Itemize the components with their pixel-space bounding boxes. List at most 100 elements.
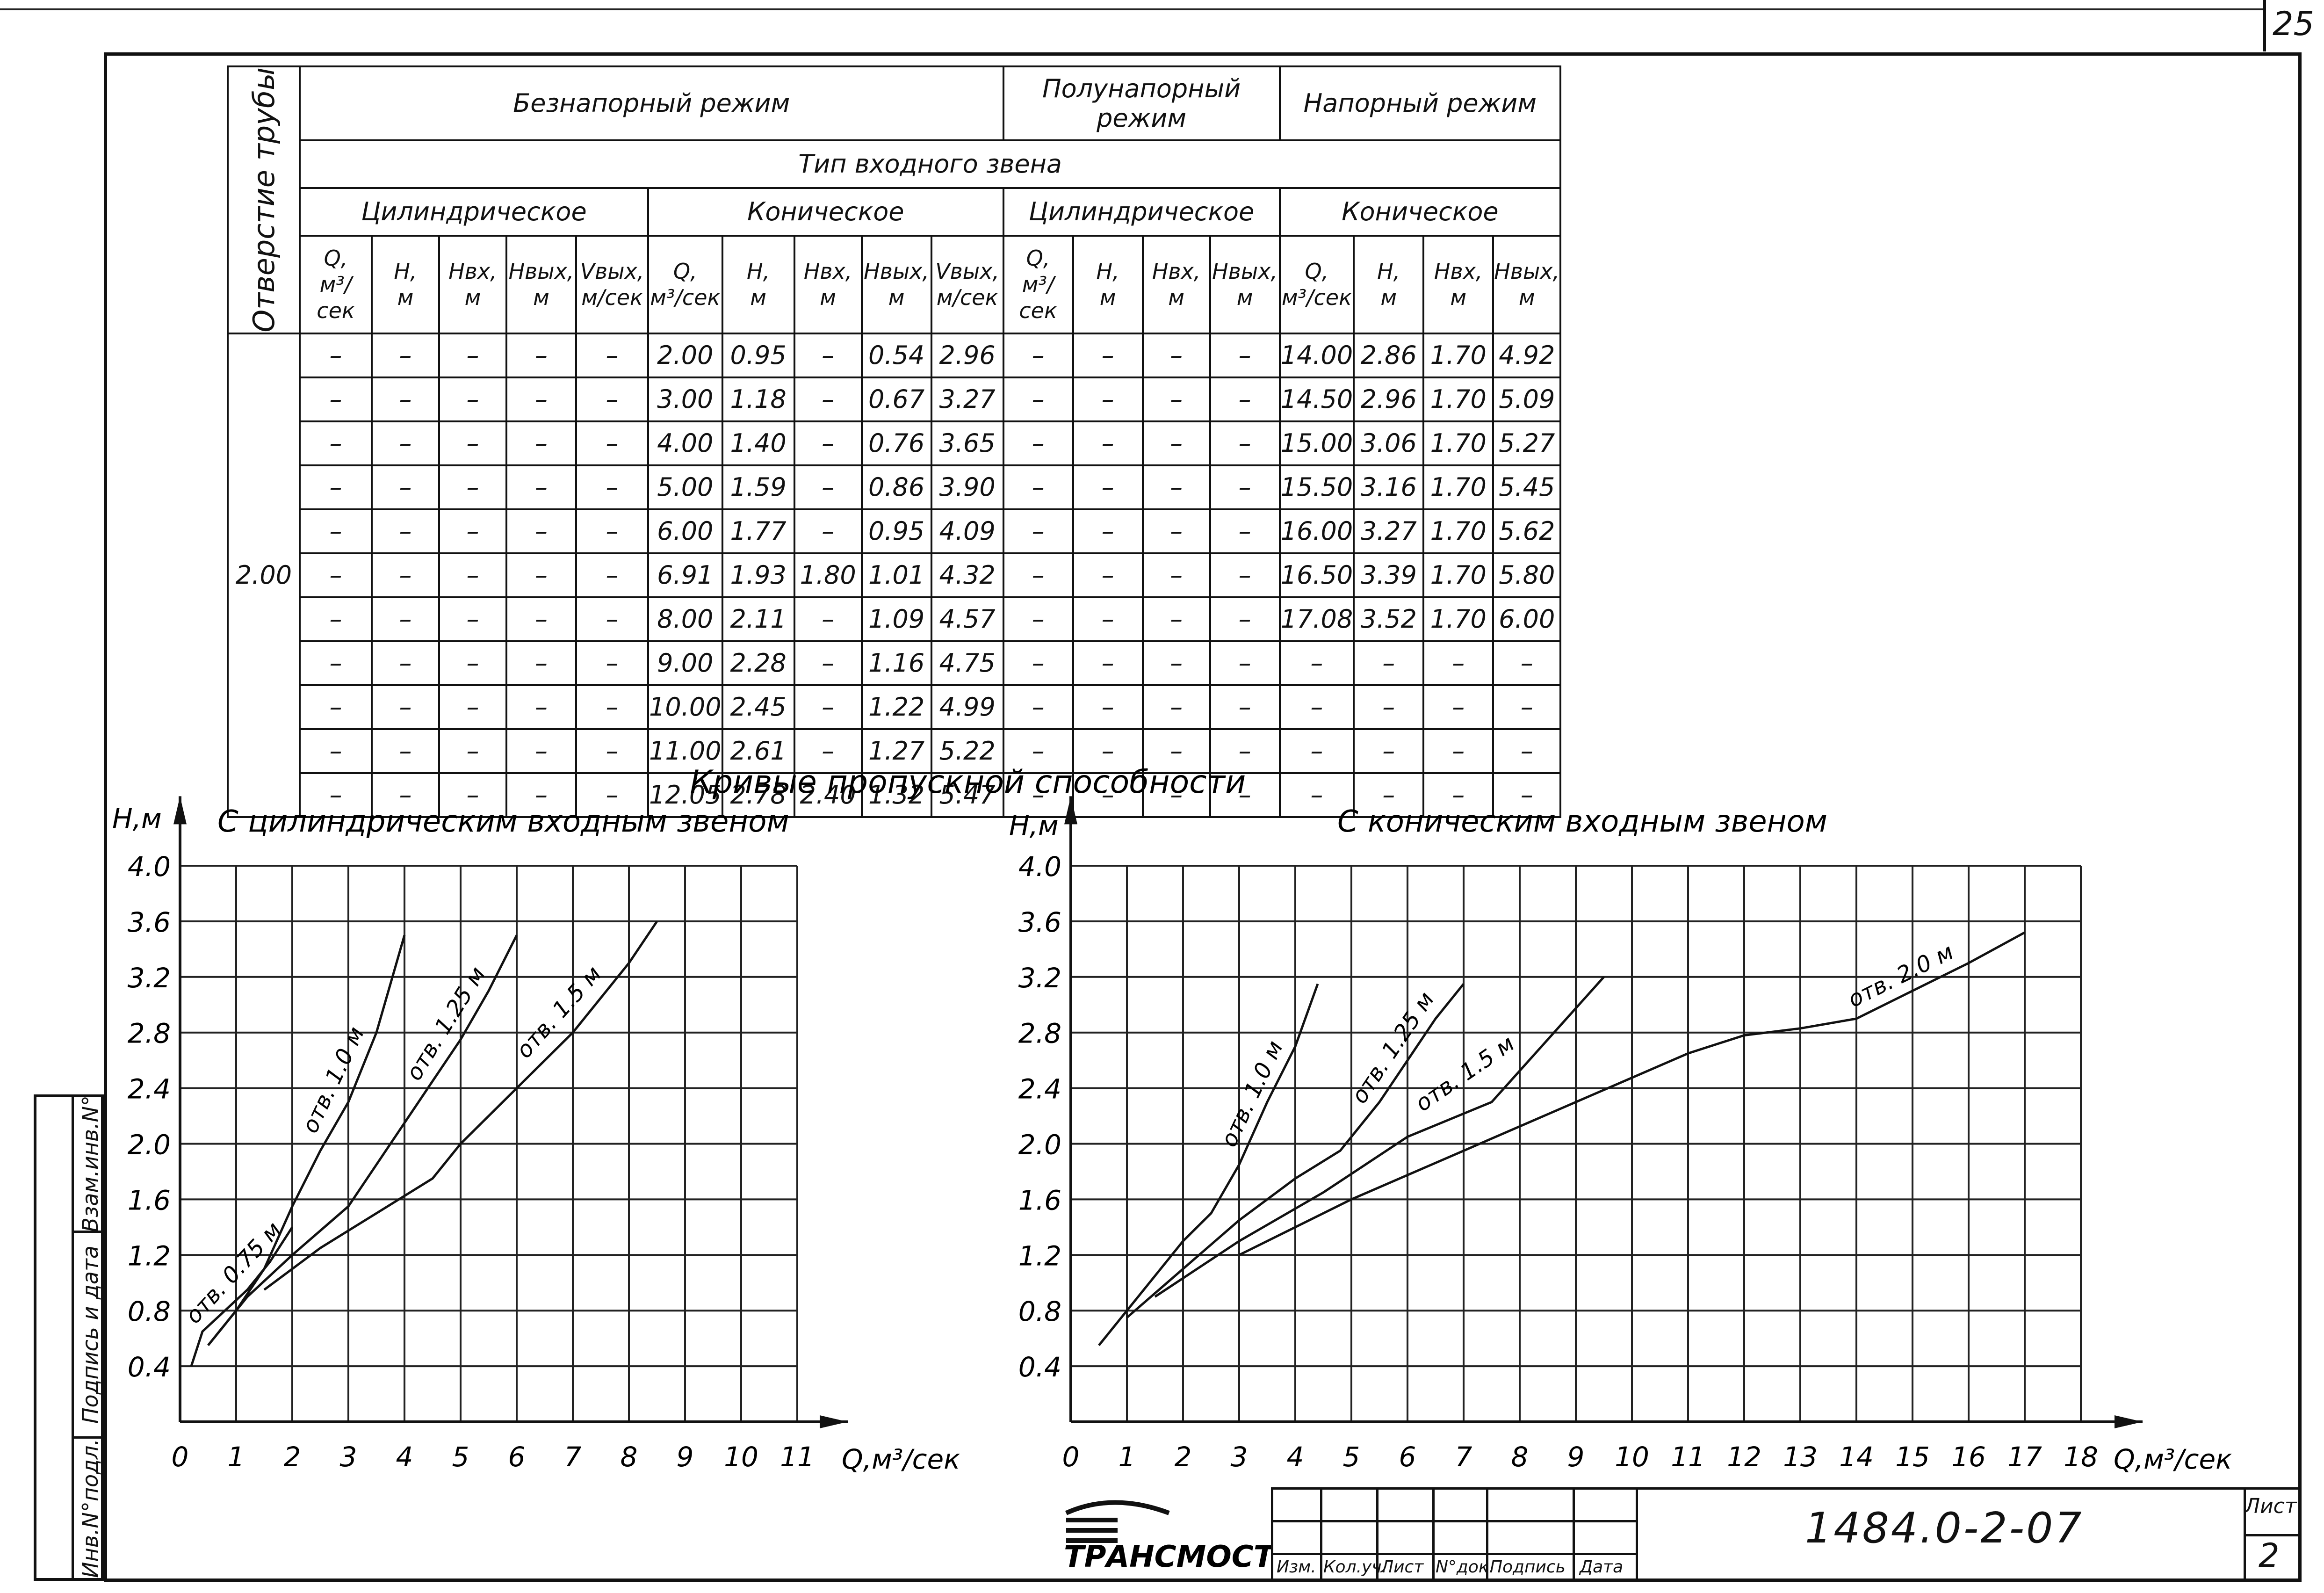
table-cell: –: [1209, 772, 1281, 818]
series-line: [213, 934, 518, 1340]
table-cell: –: [1422, 728, 1494, 774]
column-name: Hвых,: [1212, 259, 1278, 284]
table-cell: –: [505, 552, 577, 598]
x-tick-label: 3: [1231, 1441, 1248, 1473]
table-row: – – – – –12.05 2.78 2.40 1.32 5.47– – – – – – – –: [228, 772, 1562, 818]
y-tick-label: 0.8: [1018, 1296, 1061, 1327]
y-tick-label: 2.0: [1018, 1129, 1061, 1161]
table-cell: 1.70: [1422, 596, 1494, 642]
page-number: 25: [2273, 5, 2315, 43]
table-cell: –: [438, 464, 507, 510]
x-tick-label: 2: [1175, 1441, 1192, 1473]
table-cell: –: [1422, 640, 1494, 686]
x-axis-label: Q,м³/сек: [842, 1443, 960, 1475]
column-name: Hвх,: [803, 259, 852, 284]
table-cell: –: [1278, 684, 1355, 730]
table-cell: –: [1002, 332, 1074, 378]
table-cell: 1.22: [860, 684, 932, 730]
x-tick-label: 8: [621, 1441, 638, 1473]
table-row: – – – – –10.00 2.45–1.22 4.99– – – – – – – –: [228, 684, 1562, 730]
inlet-type-cell: Коническое: [1278, 187, 1562, 237]
side-stamp-cell-signature: Подпись и дата: [72, 1233, 107, 1439]
table-cell: 1.18: [721, 376, 795, 422]
chart-cylindrical: 0 1 2 3 4 5 6 7 8 9 10 11 4.0 3.6 3.2 2.8 2.4 2.0 1.6 1.2 0.…: [112, 796, 960, 1475]
table-cell: –: [438, 772, 507, 818]
table-cell: 1.70: [1422, 420, 1494, 466]
series-line: [1126, 983, 1465, 1318]
chart-title: С цилиндрическим входным звеном: [217, 804, 789, 839]
column-unit: м: [1450, 285, 1467, 311]
table-cell: –: [793, 464, 863, 510]
x-axis-arrow: [820, 1415, 848, 1428]
column-header-cell: Vвых, м/сек: [575, 234, 649, 334]
column-unit: м: [888, 285, 905, 311]
table-cell: 2.61: [721, 728, 795, 774]
title-block-divider: [1271, 1553, 1636, 1555]
column-name: Hвх,: [1152, 259, 1201, 284]
x-tick-label: 10: [1615, 1441, 1649, 1473]
table-cell: 10.00: [647, 684, 723, 730]
table-cell: 0.76: [860, 420, 932, 466]
column-unit: м³/сек: [317, 272, 355, 324]
table-cell: 1.01: [860, 552, 932, 598]
y-axis-arrow: [173, 796, 187, 825]
chart-conical: 0 1 2 3 4 5 6 7 8 9 10 11 12 13 14 15 16 17 184.03.63.22.8…: [1009, 796, 2232, 1475]
x-tick-label: 8: [1511, 1441, 1529, 1473]
table-cell: 4.57: [930, 596, 1004, 642]
table-cell: –: [505, 464, 577, 510]
table-cell: –: [371, 420, 440, 466]
title-block-label: Кол.уч.: [1323, 1557, 1387, 1577]
y-tick-label: 4.0: [1018, 851, 1061, 883]
table-header-row: Тип входного звена: [228, 139, 1562, 189]
series-line: [263, 920, 658, 1291]
table-cell: –: [438, 684, 507, 730]
table-cell: –: [1422, 684, 1494, 730]
column-unit: м: [464, 285, 481, 311]
company-logo-text: ТРАНСМОСТ: [1064, 1540, 1272, 1574]
title-block-label: Дата: [1580, 1557, 1624, 1577]
table-cell: –: [438, 332, 507, 378]
table-cell: –: [371, 332, 440, 378]
table-cell: 3.39: [1353, 552, 1425, 598]
table-cell: –: [1002, 640, 1074, 686]
table-cell: 2.00: [647, 332, 723, 378]
table-cell: –: [1141, 464, 1211, 510]
series-line: [1154, 976, 1605, 1298]
table-cell: 4.99: [930, 684, 1004, 730]
column-name: Q,: [673, 259, 697, 284]
x-tick-label: 14: [1839, 1441, 1874, 1473]
table-cell: 12.05: [647, 772, 723, 818]
table-cell: –: [371, 552, 440, 598]
table-cell: 0.95: [860, 508, 932, 554]
document-number: 1484.0-2-07: [1805, 1504, 2084, 1553]
column-unit: м: [750, 285, 766, 311]
x-tick-label: 4: [1287, 1441, 1304, 1473]
side-stamp-cell-replaced: Взам.инв.N°: [72, 1095, 107, 1233]
inlet-type-cell: Цилиндрическое: [299, 187, 649, 237]
title-block-divider: [1376, 1487, 1379, 1582]
table-cell: –: [1141, 596, 1211, 642]
x-tick-label: 2: [284, 1441, 301, 1473]
table-cell: –: [438, 508, 507, 554]
column-header-cell: Hвх, м: [793, 234, 863, 334]
table-cell: –: [1422, 772, 1494, 818]
x-tick-label: 5: [1343, 1441, 1360, 1473]
series-line: [1098, 983, 1319, 1347]
table-cell: 3.00: [647, 376, 723, 422]
table-cell: –: [438, 420, 507, 466]
table-cell: –: [793, 332, 863, 378]
title-block-divider: [1320, 1487, 1322, 1582]
table-cell: –: [1492, 684, 1562, 730]
table-row: 2.00– – – – –2.00 0.95–0.54 2.96– – – –14.00 2.86 1…: [227, 332, 1562, 818]
table-cell: 1.77: [721, 508, 795, 554]
table-cell: –: [371, 508, 440, 554]
page-number-divider: [2263, 0, 2266, 51]
column-unit: м³/сек: [1281, 285, 1352, 311]
table-cell: –: [1002, 596, 1074, 642]
series-line: [1238, 931, 2026, 1256]
table-cell: –: [505, 332, 577, 378]
table-cell: –: [299, 420, 373, 466]
table-cell: 5.00: [647, 464, 723, 510]
table-cell: 1.70: [1422, 552, 1494, 598]
column-header-cell: Hвх, м: [438, 234, 507, 334]
